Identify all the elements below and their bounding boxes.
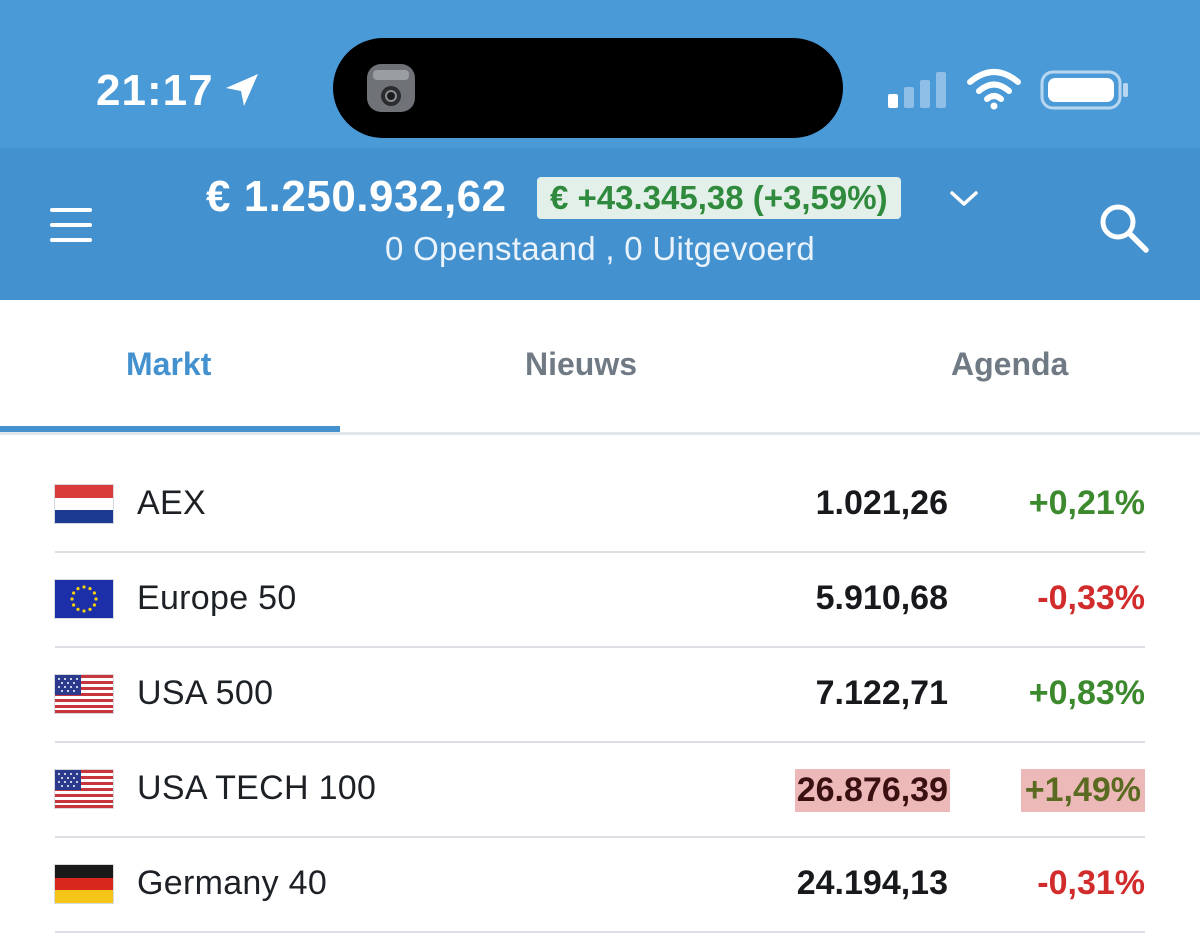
usa-flag-icon <box>54 674 114 714</box>
chevron-down-icon[interactable] <box>948 188 980 210</box>
row-divider <box>55 551 1145 553</box>
germany-flag-icon <box>54 864 114 904</box>
camera-icon <box>367 64 415 112</box>
row-divider <box>55 741 1145 743</box>
market-name: Germany 40 <box>137 864 328 902</box>
active-tab-indicator <box>0 426 340 432</box>
market-list: AEX 1.021,26 +0,21% Europe 50 5.910,68 -… <box>0 458 1200 933</box>
netherlands-flag-icon <box>54 484 114 524</box>
market-change-highlighted: +1,49% <box>1020 769 1145 812</box>
market-name: USA TECH 100 <box>137 769 377 807</box>
wifi-icon <box>967 69 1021 110</box>
tab-markt[interactable]: Markt <box>126 346 212 382</box>
account-balance: € 1.250.932,62 <box>206 172 507 221</box>
account-change-badge: € +43.345,38 (+3,59%) <box>537 177 901 219</box>
battery-icon <box>1040 70 1128 110</box>
app-header: € 1.250.932,62 € +43.345,38 (+3,59%) 0 O… <box>0 148 1200 300</box>
market-row-usa-500[interactable]: USA 500 7.122,71 +0,83% <box>0 648 1200 743</box>
tab-agenda[interactable]: Agenda <box>951 346 1069 382</box>
menu-icon[interactable] <box>50 206 94 246</box>
market-row-germany-40[interactable]: Germany 40 24.194,13 -0,31% <box>0 838 1200 933</box>
status-time: 21:17 <box>96 66 214 115</box>
row-divider <box>55 836 1145 838</box>
market-change: +0,21% <box>1028 484 1145 522</box>
tab-bar: Markt Nieuws Agenda <box>0 300 1200 435</box>
usa-flag-icon <box>54 769 114 809</box>
market-change: -0,31% <box>1037 864 1145 902</box>
search-icon[interactable] <box>1096 200 1152 256</box>
dynamic-island <box>333 38 843 138</box>
market-name: USA 500 <box>137 674 274 712</box>
market-change: -0,33% <box>1037 579 1145 617</box>
market-price: 24.194,13 <box>796 864 948 902</box>
market-name: AEX <box>137 484 206 522</box>
market-row-aex[interactable]: AEX 1.021,26 +0,21% <box>0 458 1200 553</box>
market-price: 5.910,68 <box>815 579 948 617</box>
market-name: Europe 50 <box>137 579 297 617</box>
row-divider <box>55 646 1145 648</box>
row-divider <box>55 931 1145 933</box>
orders-status: 0 Openstaand , 0 Uitgevoerd <box>384 230 816 267</box>
cellular-signal-icon <box>888 72 946 108</box>
account-summary[interactable]: € 1.250.932,62 € +43.345,38 (+3,59%) <box>0 170 1200 226</box>
eu-flag-icon <box>54 579 114 619</box>
market-row-europe-50[interactable]: Europe 50 5.910,68 -0,33% <box>0 553 1200 648</box>
location-arrow-icon <box>226 74 258 106</box>
tab-nieuws[interactable]: Nieuws <box>525 346 638 382</box>
status-bar: 21:17 <box>0 0 1200 148</box>
market-row-usa-tech-100[interactable]: USA TECH 100 26.876,39 +1,49% <box>0 743 1200 838</box>
market-price: 7.122,71 <box>815 674 948 712</box>
market-price-highlighted: 26.876,39 <box>794 769 950 812</box>
market-price: 1.021,26 <box>815 484 948 522</box>
market-change: +0,83% <box>1028 674 1145 712</box>
